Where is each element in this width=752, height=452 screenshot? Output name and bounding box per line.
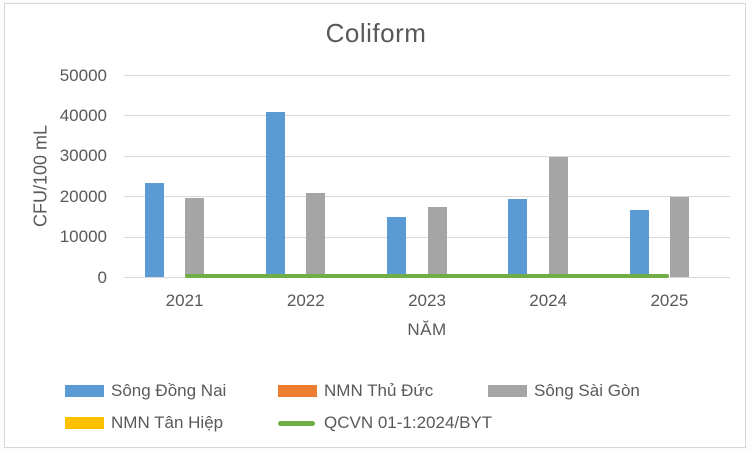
bar xyxy=(629,210,649,278)
gridline xyxy=(124,155,730,157)
bar xyxy=(185,197,205,278)
y-tick-label: 40000 xyxy=(59,105,107,125)
x-tick-label: 2021 xyxy=(165,291,204,310)
x-tick-label: 2022 xyxy=(286,291,325,310)
legend-label: QCVN 01-1:2024/BYT xyxy=(324,413,493,432)
bar xyxy=(387,216,407,278)
y-tick-label: 30000 xyxy=(59,146,107,166)
bar xyxy=(548,157,568,278)
legend-color-swatch xyxy=(278,385,317,397)
legend-item: QCVN 01-1:2024/BYT xyxy=(278,413,493,432)
chart-title: Coliform xyxy=(325,18,427,48)
bar xyxy=(144,182,164,278)
legend-color-swatch xyxy=(65,385,104,397)
x-tick-label: 2023 xyxy=(408,291,446,310)
bar xyxy=(670,196,689,278)
y-tick-label: 50000 xyxy=(59,65,107,85)
legend-line-swatch xyxy=(278,420,315,426)
gridline xyxy=(124,75,730,76)
legend-label: Sông Đồng Nai xyxy=(111,381,227,400)
qcvn-standard-line xyxy=(184,274,670,278)
bar xyxy=(427,206,447,278)
legend-label: NMN Tân Hiệp xyxy=(111,413,224,432)
bar xyxy=(508,198,528,278)
legend-item: Sông Đồng Nai xyxy=(65,381,227,400)
x-axis-title: NĂM xyxy=(407,320,447,339)
legend-color-swatch xyxy=(65,417,104,429)
legend-label: Sông Sài Gòn xyxy=(534,381,640,400)
legend-item: Sông Sài Gòn xyxy=(488,381,640,400)
legend-item: NMN Tân Hiệp xyxy=(65,413,224,432)
bar xyxy=(266,111,285,278)
x-tick-label: 2025 xyxy=(650,291,689,310)
bar xyxy=(306,192,326,278)
gridline xyxy=(124,115,730,117)
x-tick-label: 2024 xyxy=(529,291,568,310)
legend-item: NMN Thủ Đức xyxy=(278,381,434,400)
legend-label: NMN Thủ Đức xyxy=(324,381,434,400)
legend-color-swatch xyxy=(488,385,527,397)
y-tick-label: 0 xyxy=(97,267,107,287)
gridline xyxy=(124,236,730,238)
y-tick-label: 10000 xyxy=(59,227,107,247)
gridline xyxy=(124,196,730,198)
y-tick-label: 20000 xyxy=(59,186,107,206)
chart-border xyxy=(4,3,746,448)
y-axis-title-text: CFU/100 mL xyxy=(30,124,51,228)
